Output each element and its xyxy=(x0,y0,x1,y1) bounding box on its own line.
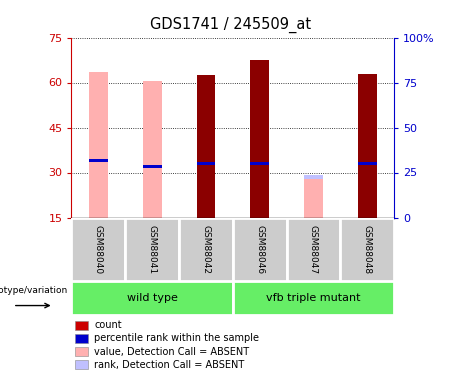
Bar xyxy=(250,60,269,217)
Bar xyxy=(143,165,161,168)
Bar xyxy=(233,281,394,315)
Bar xyxy=(233,217,287,281)
Bar xyxy=(179,217,233,281)
Bar xyxy=(71,281,233,315)
Text: GSM88047: GSM88047 xyxy=(309,225,318,274)
Bar xyxy=(75,321,89,330)
Bar xyxy=(358,162,377,165)
Bar xyxy=(340,217,394,281)
Bar xyxy=(75,347,89,356)
Bar xyxy=(89,159,108,162)
Text: GSM88042: GSM88042 xyxy=(201,225,210,274)
Text: wild type: wild type xyxy=(127,293,177,303)
Text: GSM88046: GSM88046 xyxy=(255,225,264,274)
Text: count: count xyxy=(95,320,122,330)
Text: GSM88048: GSM88048 xyxy=(363,225,372,274)
Text: genotype/variation: genotype/variation xyxy=(0,286,68,295)
Bar xyxy=(75,334,89,343)
Bar xyxy=(71,217,125,281)
Text: value, Detection Call = ABSENT: value, Detection Call = ABSENT xyxy=(95,346,249,357)
Text: rank, Detection Call = ABSENT: rank, Detection Call = ABSENT xyxy=(95,360,245,370)
Text: GSM88040: GSM88040 xyxy=(94,225,103,274)
Text: GSM88041: GSM88041 xyxy=(148,225,157,274)
Bar xyxy=(250,60,269,217)
Bar xyxy=(143,165,161,168)
Text: vfb triple mutant: vfb triple mutant xyxy=(266,293,361,303)
Bar xyxy=(250,162,269,165)
Bar xyxy=(196,75,215,217)
Bar xyxy=(250,162,269,165)
Text: percentile rank within the sample: percentile rank within the sample xyxy=(95,333,260,344)
Bar xyxy=(304,176,323,217)
Bar xyxy=(89,159,108,162)
Bar xyxy=(287,217,340,281)
Bar xyxy=(196,162,215,165)
Bar xyxy=(304,175,323,179)
Text: GDS1741 / 245509_at: GDS1741 / 245509_at xyxy=(150,17,311,33)
Bar xyxy=(143,81,161,218)
Bar xyxy=(89,72,108,217)
Bar xyxy=(75,360,89,369)
Bar xyxy=(358,74,377,217)
Bar xyxy=(125,217,179,281)
